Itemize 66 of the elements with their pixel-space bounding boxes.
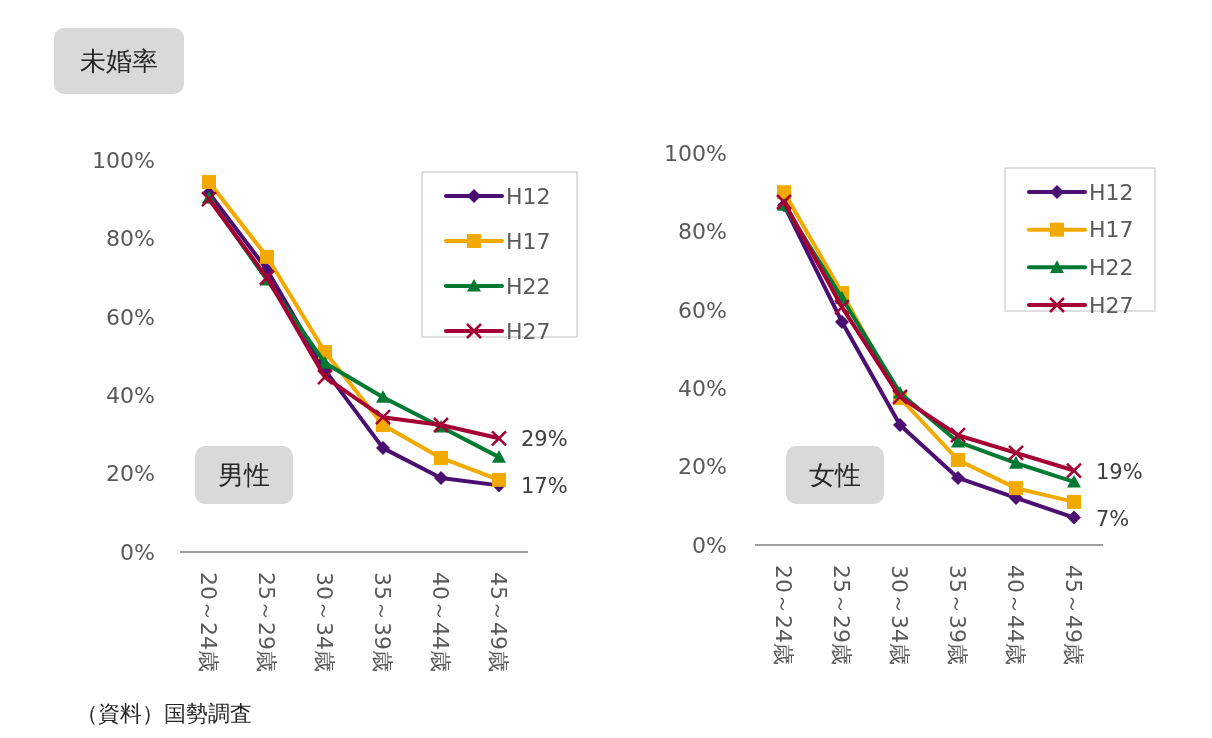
point xyxy=(1009,456,1023,469)
y-tick-label: 100% xyxy=(664,140,727,166)
point xyxy=(260,249,274,264)
point xyxy=(200,190,218,208)
x-tick-label: 35～39歳 xyxy=(370,572,396,672)
y-tick-label: 40% xyxy=(678,375,727,401)
legend-label: H22 xyxy=(1089,255,1134,281)
point xyxy=(492,450,506,463)
y-tick-label: 60% xyxy=(106,304,155,330)
y-tick-label: 40% xyxy=(106,382,155,408)
data-label: 7% xyxy=(1096,506,1130,531)
point xyxy=(1065,462,1083,479)
x-tick-label: 30～34歳 xyxy=(312,572,338,672)
y-tick-label: 100% xyxy=(92,147,155,173)
x-tick-label: 20～24歳 xyxy=(771,565,797,665)
legend-label: H12 xyxy=(506,183,551,209)
point xyxy=(1067,494,1081,509)
legend-label: H17 xyxy=(506,228,551,254)
point xyxy=(376,390,390,403)
x-tick-label: 40～44歳 xyxy=(1003,565,1029,665)
point xyxy=(775,193,793,211)
point xyxy=(374,408,392,426)
y-tick-label: 20% xyxy=(678,454,727,480)
point xyxy=(835,314,849,329)
text: （資料）国勢調査 xyxy=(76,700,252,726)
point xyxy=(1067,510,1081,525)
text: 女性 xyxy=(809,460,861,491)
point xyxy=(1009,481,1023,496)
data-label: 17% xyxy=(521,474,568,499)
data-label: 19% xyxy=(1096,459,1143,484)
x-tick-label: 25～29歳 xyxy=(829,565,855,665)
point xyxy=(376,441,390,456)
x-tick-label: 30～34歳 xyxy=(887,565,913,665)
point xyxy=(490,430,508,447)
x-tick-label: 25～29歳 xyxy=(254,572,280,672)
y-tick-label: 80% xyxy=(106,226,155,252)
x-tick-label: 35～39歳 xyxy=(945,565,971,665)
x-tick-label: 45～49歳 xyxy=(486,572,512,672)
point xyxy=(434,470,448,485)
point xyxy=(951,452,965,467)
point xyxy=(833,298,851,316)
point xyxy=(1067,474,1081,488)
legend-label: H27 xyxy=(1089,292,1134,318)
x-tick-label: 20～24歳 xyxy=(196,572,222,672)
x-tick-label: 40～44歳 xyxy=(428,572,454,672)
point xyxy=(434,450,448,465)
legend-label: H12 xyxy=(1089,179,1134,205)
point xyxy=(951,470,965,485)
legend-label: H27 xyxy=(506,318,551,344)
legend-label: H17 xyxy=(1089,217,1134,243)
data-label: 29% xyxy=(521,427,568,452)
text: 男性 xyxy=(218,460,270,491)
point xyxy=(1007,444,1025,462)
legend-label: H22 xyxy=(506,273,551,299)
point xyxy=(202,174,216,189)
point xyxy=(316,368,334,386)
y-tick-label: 80% xyxy=(678,219,727,245)
y-tick-label: 0% xyxy=(120,539,155,565)
point xyxy=(492,472,506,487)
y-tick-label: 0% xyxy=(692,532,727,558)
text: 未婚率 xyxy=(80,46,158,77)
y-tick-label: 60% xyxy=(678,297,727,323)
point xyxy=(949,426,967,444)
x-tick-label: 45～49歳 xyxy=(1061,565,1087,665)
y-tick-label: 20% xyxy=(106,461,155,487)
point xyxy=(893,418,907,433)
